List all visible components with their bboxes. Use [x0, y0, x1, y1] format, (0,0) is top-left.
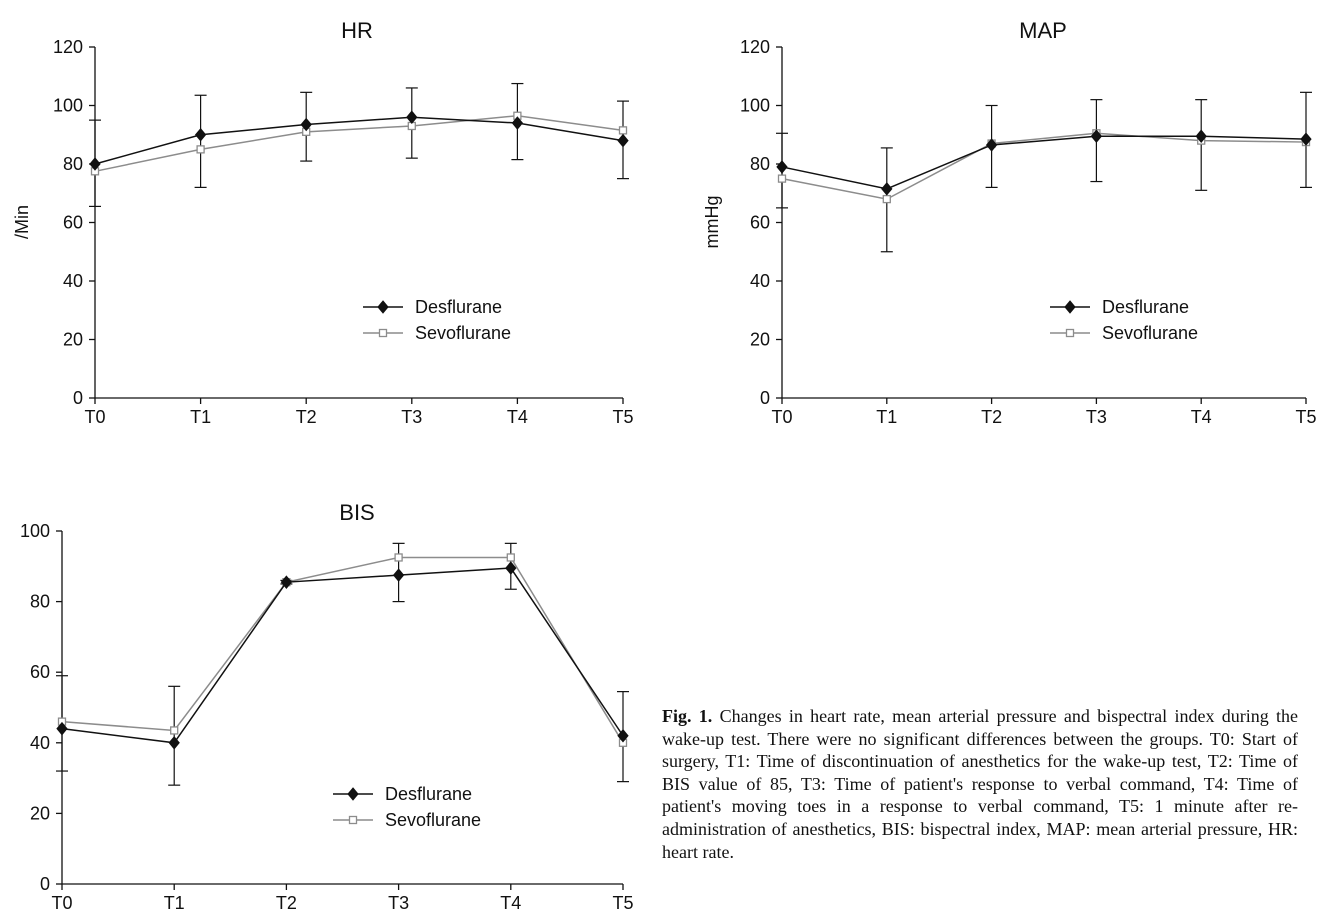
map-desflurane-point — [985, 138, 998, 152]
bis-sevoflurane-line — [61, 556, 624, 744]
map-desflurane-point — [881, 182, 893, 196]
map-chart-title: MAP — [1019, 18, 1067, 43]
hr-y-tick-label: 20 — [63, 330, 83, 350]
bis-desflurane-line — [61, 567, 624, 744]
bis-x-tick-label: T3 — [388, 893, 409, 913]
hr-x-tick-label: T1 — [190, 407, 211, 427]
bis-chart-title: BIS — [339, 500, 374, 525]
map-sevoflurane-point — [777, 174, 787, 183]
hr-desflurane-point — [617, 133, 629, 148]
map-legend-desflurane-label: Desflurane — [1102, 297, 1189, 317]
hr-desflurane-line — [94, 116, 624, 165]
hr-y-tick-label: 100 — [53, 96, 83, 116]
hr-y-axis-label: /Min — [12, 205, 32, 239]
bis-desflurane-point — [392, 568, 405, 582]
hr-y-tick-label: 120 — [53, 37, 83, 57]
hr-sevoflurane-line — [94, 114, 624, 173]
bis-y-tick-label: 20 — [30, 803, 50, 823]
bis-desflurane-point — [280, 575, 293, 589]
map-y-tick-label: 60 — [750, 213, 770, 233]
map-y-tick-label: 20 — [750, 330, 770, 350]
bis-sevoflurane-point — [506, 553, 515, 562]
hr-desflurane-point — [300, 117, 312, 132]
hr-x-tick-label: T4 — [507, 407, 528, 427]
hr-desflurane-point — [406, 110, 418, 124]
map-x-tick-label: T5 — [1295, 407, 1316, 427]
hr-y-tick-label: 80 — [63, 154, 83, 174]
bis-y-tick-label: 80 — [30, 592, 50, 612]
bis-y-tick-label: 60 — [30, 662, 50, 682]
map-desflurane-line — [781, 135, 1307, 190]
bis-y-tick-label: 40 — [30, 733, 50, 753]
hr-y-tick-label: 60 — [63, 213, 83, 233]
hr-desflurane-point — [511, 116, 524, 130]
hr-legend-desflurane-label: Desflurane — [415, 297, 502, 317]
hr-legend-sevoflurane-label: Sevoflurane — [415, 323, 511, 343]
bis-desflurane-point — [617, 728, 629, 743]
hr-sevoflurane-point — [196, 145, 205, 154]
caption-label: Fig. 1. — [662, 706, 713, 726]
bis-legend-desflurane-marker — [347, 787, 359, 801]
bis-desflurane-point — [505, 561, 517, 575]
bis-legend-sevoflurane-label: Sevoflurane — [385, 810, 481, 830]
bis-legend-sevoflurane-marker — [348, 815, 358, 825]
hr-y-tick-label: 40 — [63, 271, 83, 291]
map-y-tick-label: 100 — [740, 96, 770, 116]
map-y-tick-label: 80 — [750, 154, 770, 174]
map-legend-desflurane-marker — [1064, 300, 1076, 314]
hr-x-tick-label: T3 — [401, 407, 422, 427]
hr-desflurane-point — [194, 127, 207, 142]
hr-y-tick-label: 0 — [73, 388, 83, 408]
hr-legend-sevoflurane-marker — [378, 328, 388, 338]
bis-x-tick-label: T1 — [164, 893, 185, 913]
bis-sevoflurane-point — [170, 726, 179, 735]
bis-x-tick-label: T4 — [500, 893, 521, 913]
chart-hr: 0 20 40 60 80 100 120 T0 T1 T2 T3 T4 T5 HR/Min Desflur… — [12, 18, 634, 427]
bis-sevoflurane-point — [394, 553, 403, 562]
hr-x-tick-label: T5 — [612, 407, 633, 427]
map-x-tick-label: T2 — [981, 407, 1002, 427]
bis-x-tick-label: T2 — [276, 893, 297, 913]
map-legend-sevoflurane-label: Sevoflurane — [1102, 323, 1198, 343]
caption-text: Changes in heart rate, mean arterial pre… — [662, 706, 1298, 862]
hr-chart-title: HR — [341, 18, 373, 43]
map-sevoflurane-line — [781, 132, 1307, 200]
bis-desflurane-point — [168, 736, 180, 750]
map-desflurane-point — [1195, 129, 1207, 143]
bis-y-tick-label: 0 — [40, 874, 50, 894]
bis-y-tick-label: 100 — [20, 521, 50, 541]
map-x-tick-label: T3 — [1086, 407, 1107, 427]
map-y-tick-label: 0 — [760, 388, 770, 408]
bis-x-tick-label: T0 — [51, 893, 72, 913]
chart-bis: 0 20 40 60 80 100 T0 T1 T2 T3 T4 T5 BIS Desflurane Sev… — [20, 500, 634, 913]
hr-legend-desflurane-marker — [377, 300, 389, 314]
chart-map: 0 20 40 60 80 100 120 T0 T1 T2 T3 T4 T5 MAP mmHg Desflu… — [702, 18, 1317, 427]
map-y-tick-label: 120 — [740, 37, 770, 57]
map-desflurane-point — [1300, 132, 1312, 146]
map-desflurane-point — [776, 160, 788, 174]
bis-x-tick-label: T5 — [612, 893, 633, 913]
hr-sevoflurane-point — [618, 126, 628, 135]
bis-legend-desflurane-label: Desflurane — [385, 784, 472, 804]
bis-desflurane-point — [56, 721, 68, 736]
hr-desflurane-point — [89, 157, 101, 171]
hr-x-tick-label: T2 — [296, 407, 317, 427]
map-x-tick-label: T4 — [1191, 407, 1212, 427]
map-y-axis-label: mmHg — [702, 196, 722, 249]
figure-caption: Fig. 1. Changes in heart rate, mean arte… — [662, 705, 1298, 863]
map-desflurane-point — [1090, 129, 1103, 143]
map-legend-sevoflurane-marker — [1065, 328, 1075, 338]
map-sevoflurane-point — [882, 194, 891, 204]
hr-x-tick-label: T0 — [84, 407, 105, 427]
map-x-tick-label: T1 — [876, 407, 897, 427]
map-y-tick-label: 40 — [750, 271, 770, 291]
map-x-tick-label: T0 — [771, 407, 792, 427]
